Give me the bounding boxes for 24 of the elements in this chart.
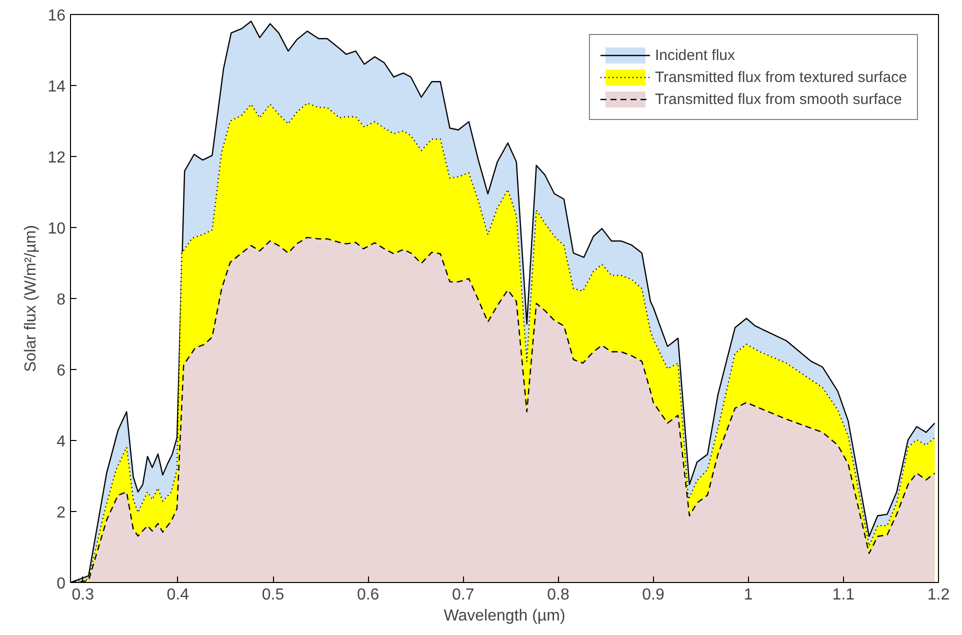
x-tick-label: 0.9 xyxy=(642,586,665,604)
x-tick-label: 1.2 xyxy=(927,586,950,604)
y-tick-label: 2 xyxy=(56,504,66,522)
y-tick-label: 0 xyxy=(56,576,66,592)
y-tick-label: 14 xyxy=(48,78,66,96)
legend-label: Transmitted flux from textured surface xyxy=(654,68,907,86)
y-tick-label: 12 xyxy=(48,150,66,166)
legend-label: Incident flux xyxy=(654,46,735,64)
x-tick-label: 0.4 xyxy=(166,586,190,604)
y-tick-label: 4 xyxy=(56,434,66,450)
x-tick-label: 0.6 xyxy=(356,586,380,604)
x-tick-label: 0.7 xyxy=(452,586,474,604)
y-tick-label: 16 xyxy=(48,8,66,24)
x-tick-label: 1 xyxy=(744,586,753,604)
y-tick-label: 10 xyxy=(48,220,66,238)
x-tick-label: 0.3 xyxy=(72,586,94,604)
y-axis-title: Solar flux (W/m²/µm) xyxy=(22,224,40,372)
y-tick-label: 6 xyxy=(56,362,66,380)
y-tick-label: 8 xyxy=(56,292,66,308)
x-tick-label: 0.5 xyxy=(262,586,284,604)
legend-label: Transmitted flux from smooth surface xyxy=(654,90,902,108)
x-axis-title: Wavelength (µm) xyxy=(444,608,566,624)
x-tick-label: 0.8 xyxy=(547,586,570,604)
x-tick-label: 1.1 xyxy=(832,586,855,604)
